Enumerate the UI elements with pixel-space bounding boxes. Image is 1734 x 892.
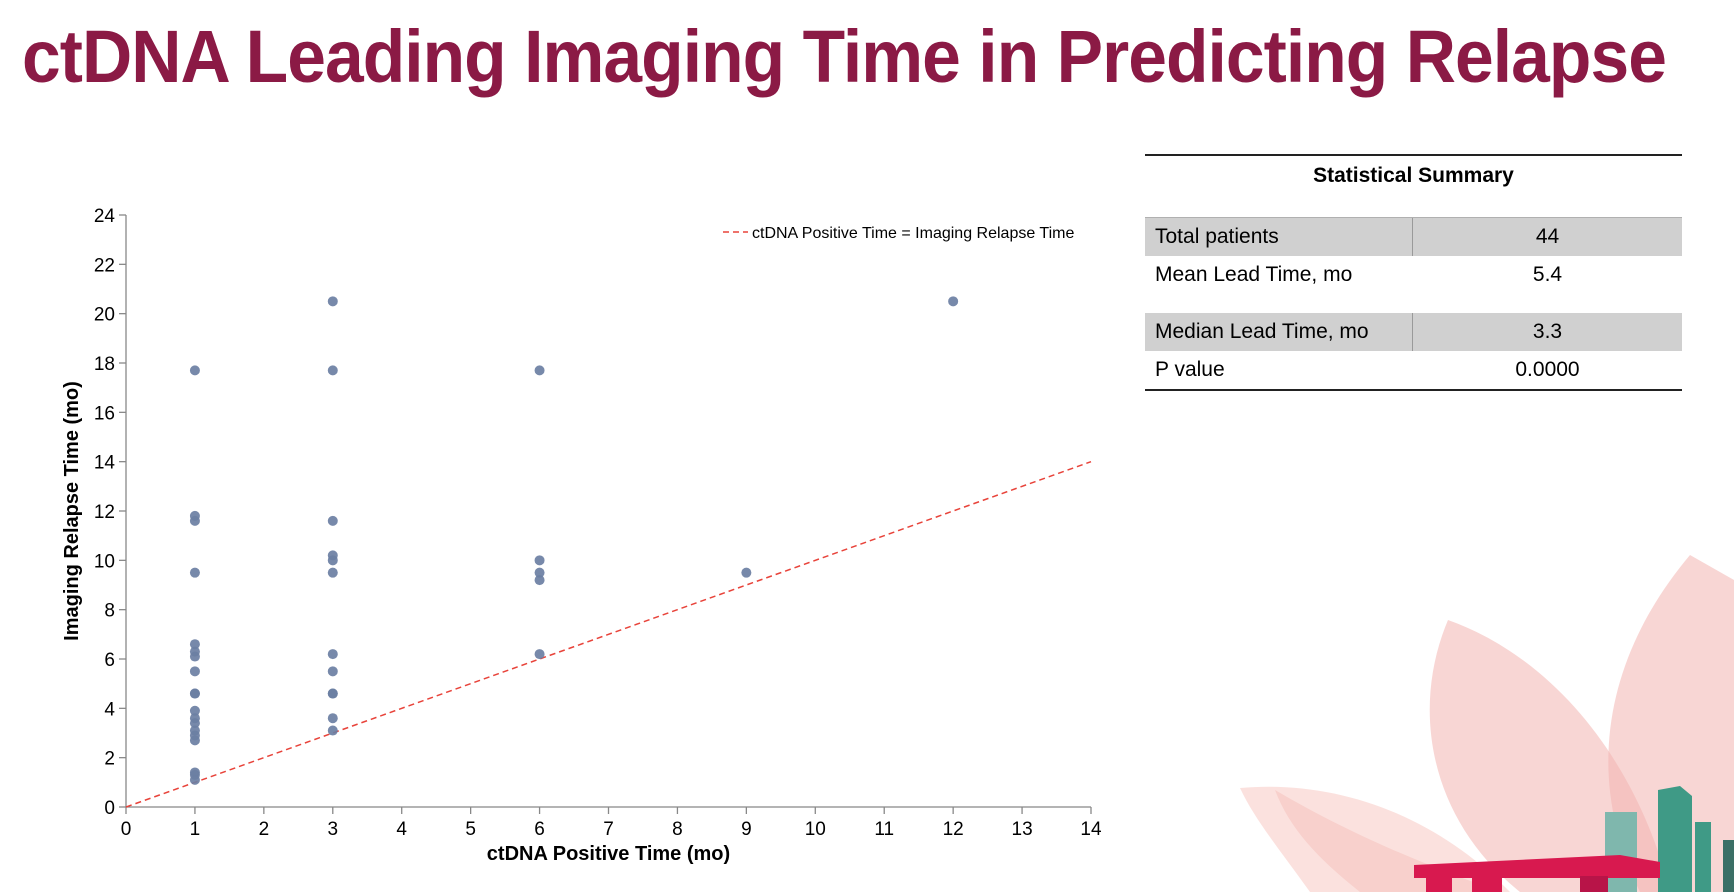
data-point — [327, 725, 338, 736]
x-tick-label: 11 — [874, 819, 894, 840]
y-tick-label: 16 — [94, 403, 115, 424]
x-tick-label: 2 — [259, 819, 270, 840]
y-tick-label: 12 — [94, 502, 115, 523]
summary-value: 5.4 — [1532, 263, 1563, 286]
x-tick-label: 1 — [190, 819, 201, 840]
data-point — [189, 718, 200, 729]
summary-value: 3.3 — [1532, 320, 1563, 343]
y-tick-label: 4 — [104, 699, 115, 720]
y-tick-label: 0 — [104, 798, 115, 819]
y-tick-label: 24 — [94, 206, 116, 227]
x-tick-label: 12 — [943, 819, 964, 840]
y-tick-label: 8 — [104, 601, 115, 622]
data-point — [534, 575, 545, 586]
y-tick-label: 22 — [94, 255, 115, 276]
summary-row-mean-lead-time: Mean Lead Time, mo 5.4 — [1145, 256, 1682, 294]
reference-line-group — [125, 460, 1092, 808]
data-point — [189, 705, 200, 716]
y-tick-label: 20 — [94, 305, 115, 326]
page-title: ctDNA Leading Imaging Time in Predicting… — [22, 15, 1667, 98]
y-tick-label: 6 — [104, 650, 115, 671]
data-point — [327, 649, 338, 660]
summary-label: Total patients — [1145, 218, 1413, 256]
data-point — [189, 515, 200, 526]
x-tick-label: 13 — [1012, 819, 1033, 840]
x-tick-label: 6 — [534, 819, 545, 840]
x-tick-label: 4 — [396, 819, 407, 840]
summary-row-median-lead-time: Median Lead Time, mo 3.3 — [1145, 313, 1682, 351]
data-point — [327, 365, 338, 376]
summary-row-p-value: P value 0.0000 — [1145, 351, 1682, 391]
summary-label: Mean Lead Time, mo — [1155, 263, 1353, 286]
y-axis-title: Imaging Relapse Time (mo) — [61, 381, 83, 641]
data-points — [189, 296, 959, 785]
x-axis-title: ctDNA Positive Time (mo) — [487, 843, 730, 865]
summary-label: Median Lead Time, mo — [1145, 313, 1413, 351]
chart-axes: 0 1 2 3 4 5 6 7 8 9 10 11 12 13 1402468101214161820222… — [61, 206, 1102, 865]
x-tick-label: 5 — [465, 819, 476, 840]
data-point — [327, 666, 338, 677]
data-point — [741, 567, 752, 578]
x-tick-label: 7 — [603, 819, 614, 840]
y-tick-label: 14 — [94, 453, 116, 474]
data-point — [534, 555, 545, 566]
data-point — [327, 567, 338, 578]
summary-value: 44 — [1535, 225, 1560, 248]
x-tick-label: 10 — [805, 819, 826, 840]
data-point — [189, 567, 200, 578]
chart-legend: ctDNA Positive Time = Imaging Relapse Ti… — [723, 225, 1074, 242]
data-point — [534, 567, 545, 578]
x-tick-label: 8 — [672, 819, 683, 840]
statistical-summary-table: Statistical Summary Total patients 44 Me… — [1145, 154, 1682, 391]
data-point — [534, 649, 545, 660]
y-tick-label: 18 — [94, 354, 115, 375]
scatter-chart: 0 1 2 3 4 5 6 7 8 9 10 11 12 13 1402468101214161820222… — [61, 206, 1102, 865]
data-point — [327, 688, 338, 699]
data-point — [189, 639, 200, 650]
data-point — [948, 296, 959, 307]
data-point — [327, 515, 338, 526]
data-point — [189, 651, 200, 662]
summary-row-total-patients: Total patients 44 — [1145, 218, 1682, 256]
summary-heading: Statistical Summary — [1145, 154, 1682, 218]
x-tick-label: 14 — [1080, 819, 1102, 840]
data-point — [189, 365, 200, 376]
y-tick-label: 2 — [104, 749, 115, 770]
data-point — [189, 735, 200, 746]
data-point — [189, 666, 200, 677]
reference-line — [125, 460, 1092, 808]
data-point — [327, 296, 338, 307]
summary-value: 0.0000 — [1515, 358, 1580, 381]
data-point — [534, 365, 545, 376]
lotus-skyline-decoration — [1240, 555, 1734, 892]
data-point — [327, 555, 338, 566]
summary-label: P value — [1155, 358, 1225, 381]
x-tick-label: 9 — [741, 819, 752, 840]
y-tick-label: 10 — [94, 551, 115, 572]
x-tick-label: 3 — [327, 819, 338, 840]
data-point — [189, 774, 200, 785]
x-tick-label: 0 — [121, 819, 132, 840]
data-point — [189, 688, 200, 699]
legend-label: ctDNA Positive Time = Imaging Relapse Ti… — [752, 225, 1074, 242]
data-point — [327, 713, 338, 724]
